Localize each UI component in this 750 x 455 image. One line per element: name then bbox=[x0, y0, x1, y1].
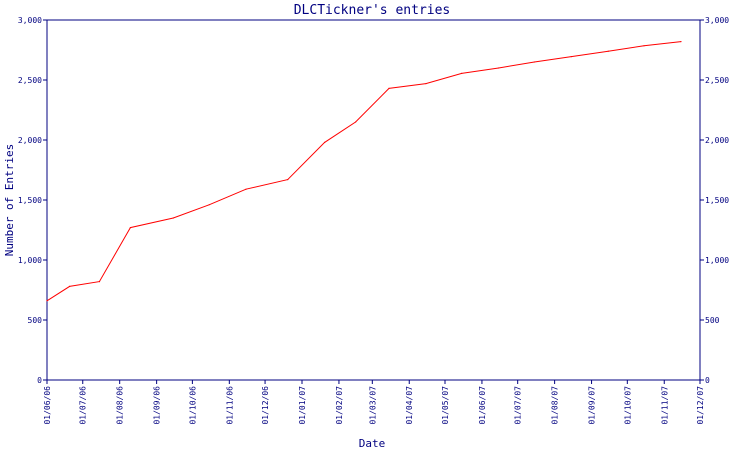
data-point bbox=[570, 56, 572, 58]
data-point bbox=[643, 45, 645, 47]
y-tick-label-right: 2,000 bbox=[705, 136, 729, 145]
x-tick-label: 01/02/07 bbox=[335, 386, 344, 425]
x-tick-label: 01/10/07 bbox=[623, 386, 632, 425]
x-tick-label: 01/12/06 bbox=[261, 386, 270, 425]
x-tick-label: 01/11/07 bbox=[660, 386, 669, 425]
plot-frame bbox=[46, 19, 701, 381]
y-tick-label-right: 1,000 bbox=[705, 256, 729, 265]
data-point bbox=[461, 72, 463, 74]
y-tick-label-right: 1,500 bbox=[705, 196, 729, 205]
x-tick-label: 01/03/07 bbox=[368, 386, 377, 425]
series-line bbox=[46, 41, 681, 302]
data-point bbox=[98, 281, 101, 283]
y-tick-label-right: 500 bbox=[705, 316, 720, 325]
y-axis-label: Number of Entries bbox=[3, 144, 16, 257]
y-tick-label-left: 3,000 bbox=[18, 16, 42, 25]
x-tick-label: 01/04/07 bbox=[405, 386, 414, 425]
x-tick-label: 01/08/07 bbox=[551, 386, 560, 425]
y-tick-label-right: 2,500 bbox=[705, 76, 729, 85]
data-point bbox=[208, 204, 210, 206]
x-tick-label: 01/06/06 bbox=[43, 386, 52, 425]
y-tick-label-left: 500 bbox=[28, 316, 43, 325]
y-tick-label-left: 2,000 bbox=[18, 136, 42, 145]
y-tick-label-left: 1,500 bbox=[18, 196, 42, 205]
x-tick-label: 01/08/06 bbox=[116, 386, 125, 425]
x-axis-ticks: 01/06/06 01/07/06 01/08/06 01/09/06 01/10/06… bbox=[43, 380, 705, 425]
x-tick-label: 01/12/07 bbox=[696, 386, 705, 425]
data-point bbox=[324, 141, 326, 143]
series-layer bbox=[46, 41, 682, 302]
y-tick-label-left: 1,000 bbox=[18, 256, 42, 265]
x-tick-label: 01/06/07 bbox=[478, 386, 487, 425]
data-point bbox=[680, 41, 682, 43]
data-point bbox=[69, 285, 71, 287]
x-tick-label: 01/01/07 bbox=[298, 386, 307, 425]
data-point bbox=[129, 227, 132, 229]
x-axis-label: Date bbox=[359, 437, 386, 450]
data-point bbox=[46, 300, 48, 302]
y-tick-label-left: 0 bbox=[37, 376, 42, 385]
data-point bbox=[355, 121, 357, 123]
x-tick-label: 01/07/07 bbox=[514, 386, 523, 425]
y-tick-label-right: 3,000 bbox=[705, 16, 729, 25]
x-tick-label: 01/11/06 bbox=[225, 386, 234, 425]
y-tick-label-left: 2,500 bbox=[18, 76, 42, 85]
x-tick-label: 01/07/06 bbox=[79, 386, 88, 425]
x-tick-label: 01/09/06 bbox=[153, 386, 162, 425]
chart-title: DLCTickner's entries bbox=[294, 3, 451, 18]
data-point bbox=[533, 61, 535, 63]
y-axis-ticks: 0 0 500 500 1,000 1,000 1,500 1,500 2,000 2,000 2,… bbox=[18, 16, 729, 385]
data-point bbox=[425, 83, 427, 85]
data-point bbox=[607, 50, 609, 52]
data-point bbox=[388, 87, 390, 89]
axes bbox=[46, 19, 701, 381]
data-point bbox=[498, 67, 500, 69]
x-tick-label: 01/09/07 bbox=[588, 386, 597, 425]
x-tick-label: 01/10/06 bbox=[188, 386, 197, 425]
data-point bbox=[172, 217, 174, 219]
data-point bbox=[245, 188, 247, 190]
y-tick-label-right: 0 bbox=[705, 376, 710, 385]
x-tick-label: 01/05/07 bbox=[441, 386, 450, 425]
data-point bbox=[287, 179, 289, 181]
